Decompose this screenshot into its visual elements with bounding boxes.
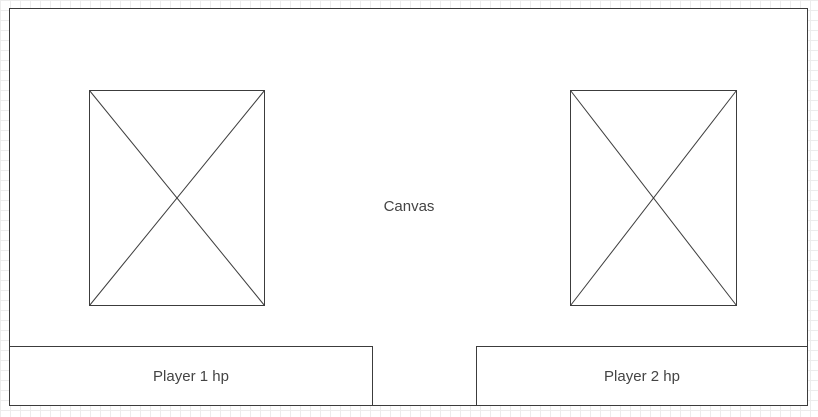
player-1-hp-box: Player 1 hp	[9, 346, 373, 406]
player-1-image-placeholder-icon	[89, 90, 265, 306]
image-placeholder-icon	[570, 90, 737, 306]
player-2-image-placeholder-icon	[570, 90, 737, 306]
player-1-hp-label: Player 1 hp	[153, 367, 229, 385]
player-2-hp-label: Player 2 hp	[604, 367, 680, 385]
player-2-hp-box: Player 2 hp	[476, 346, 808, 406]
image-placeholder-icon	[89, 90, 265, 306]
canvas-label: Canvas	[383, 198, 435, 215]
